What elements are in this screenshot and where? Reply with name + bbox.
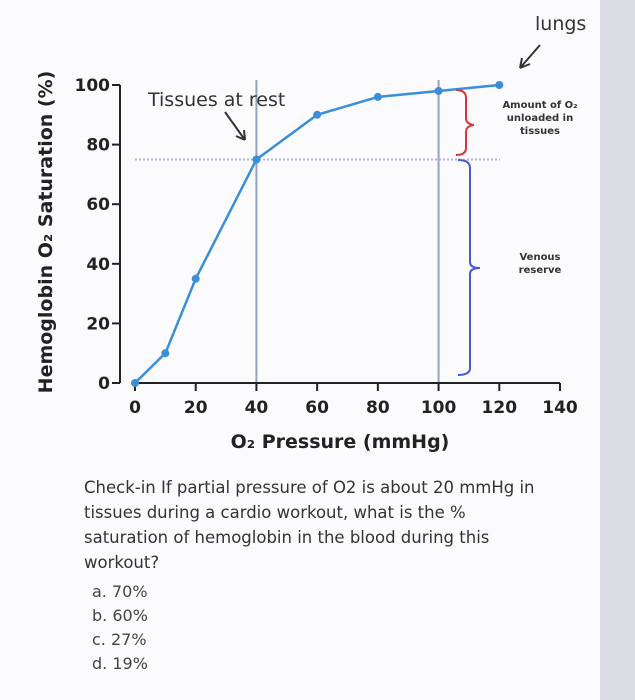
unloaded-bracket: [455, 89, 475, 156]
lungs-arrow: [519, 44, 541, 69]
point: [131, 379, 139, 387]
x-tick-label: 100: [421, 398, 457, 418]
point: [373, 92, 382, 101]
y-axis-label: Hemoglobin O₂ Saturation (%): [35, 71, 57, 394]
x-tick-label: 40: [245, 398, 269, 418]
question: Check-in If partial pressure of O2 is ab…: [84, 478, 535, 572]
annotation: Amount of O₂: [502, 100, 577, 111]
option: b. 60%: [92, 606, 148, 625]
x-tick-label: 0: [129, 398, 141, 418]
annotation: Venous: [519, 252, 560, 263]
curve: [134, 83, 500, 384]
y-tick-label: 20: [86, 314, 110, 334]
option: c. 27%: [92, 630, 147, 649]
point: [161, 349, 170, 358]
option: a. 70%: [92, 582, 148, 601]
plot: 0 20 40 60 80 100 120 140 0 20 40 60 80 100 O₂ Pressur…: [35, 13, 586, 453]
y-tick-label: 80: [86, 136, 110, 156]
point: [252, 155, 261, 164]
tissues-arrow: [224, 111, 246, 141]
x-tick-label: 120: [482, 398, 518, 418]
reserve-bracket: [457, 159, 481, 376]
point: [313, 110, 322, 119]
annotation: reserve: [519, 265, 562, 276]
annotation: Tissues at rest: [147, 89, 285, 111]
point: [495, 81, 504, 89]
y-tick-label: 100: [75, 76, 111, 96]
annotation: unloaded in: [507, 113, 573, 124]
point: [434, 86, 443, 95]
y-tick-label: 60: [86, 195, 110, 215]
annotation: tissues: [520, 126, 560, 137]
point: [191, 274, 200, 283]
annotation: lungs: [535, 13, 586, 35]
slide: [0, 0, 600, 700]
x-tick-label: 140: [542, 398, 578, 418]
x-axis-label: O₂ Pressure (mmHg): [231, 431, 450, 453]
x-tick-label: 80: [366, 398, 390, 418]
x-tick-label: 60: [305, 398, 329, 418]
y-tick-label: 0: [98, 374, 110, 394]
y-tick-label: 40: [86, 255, 110, 275]
option: d. 19%: [92, 654, 148, 673]
x-tick-label: 20: [184, 398, 208, 418]
